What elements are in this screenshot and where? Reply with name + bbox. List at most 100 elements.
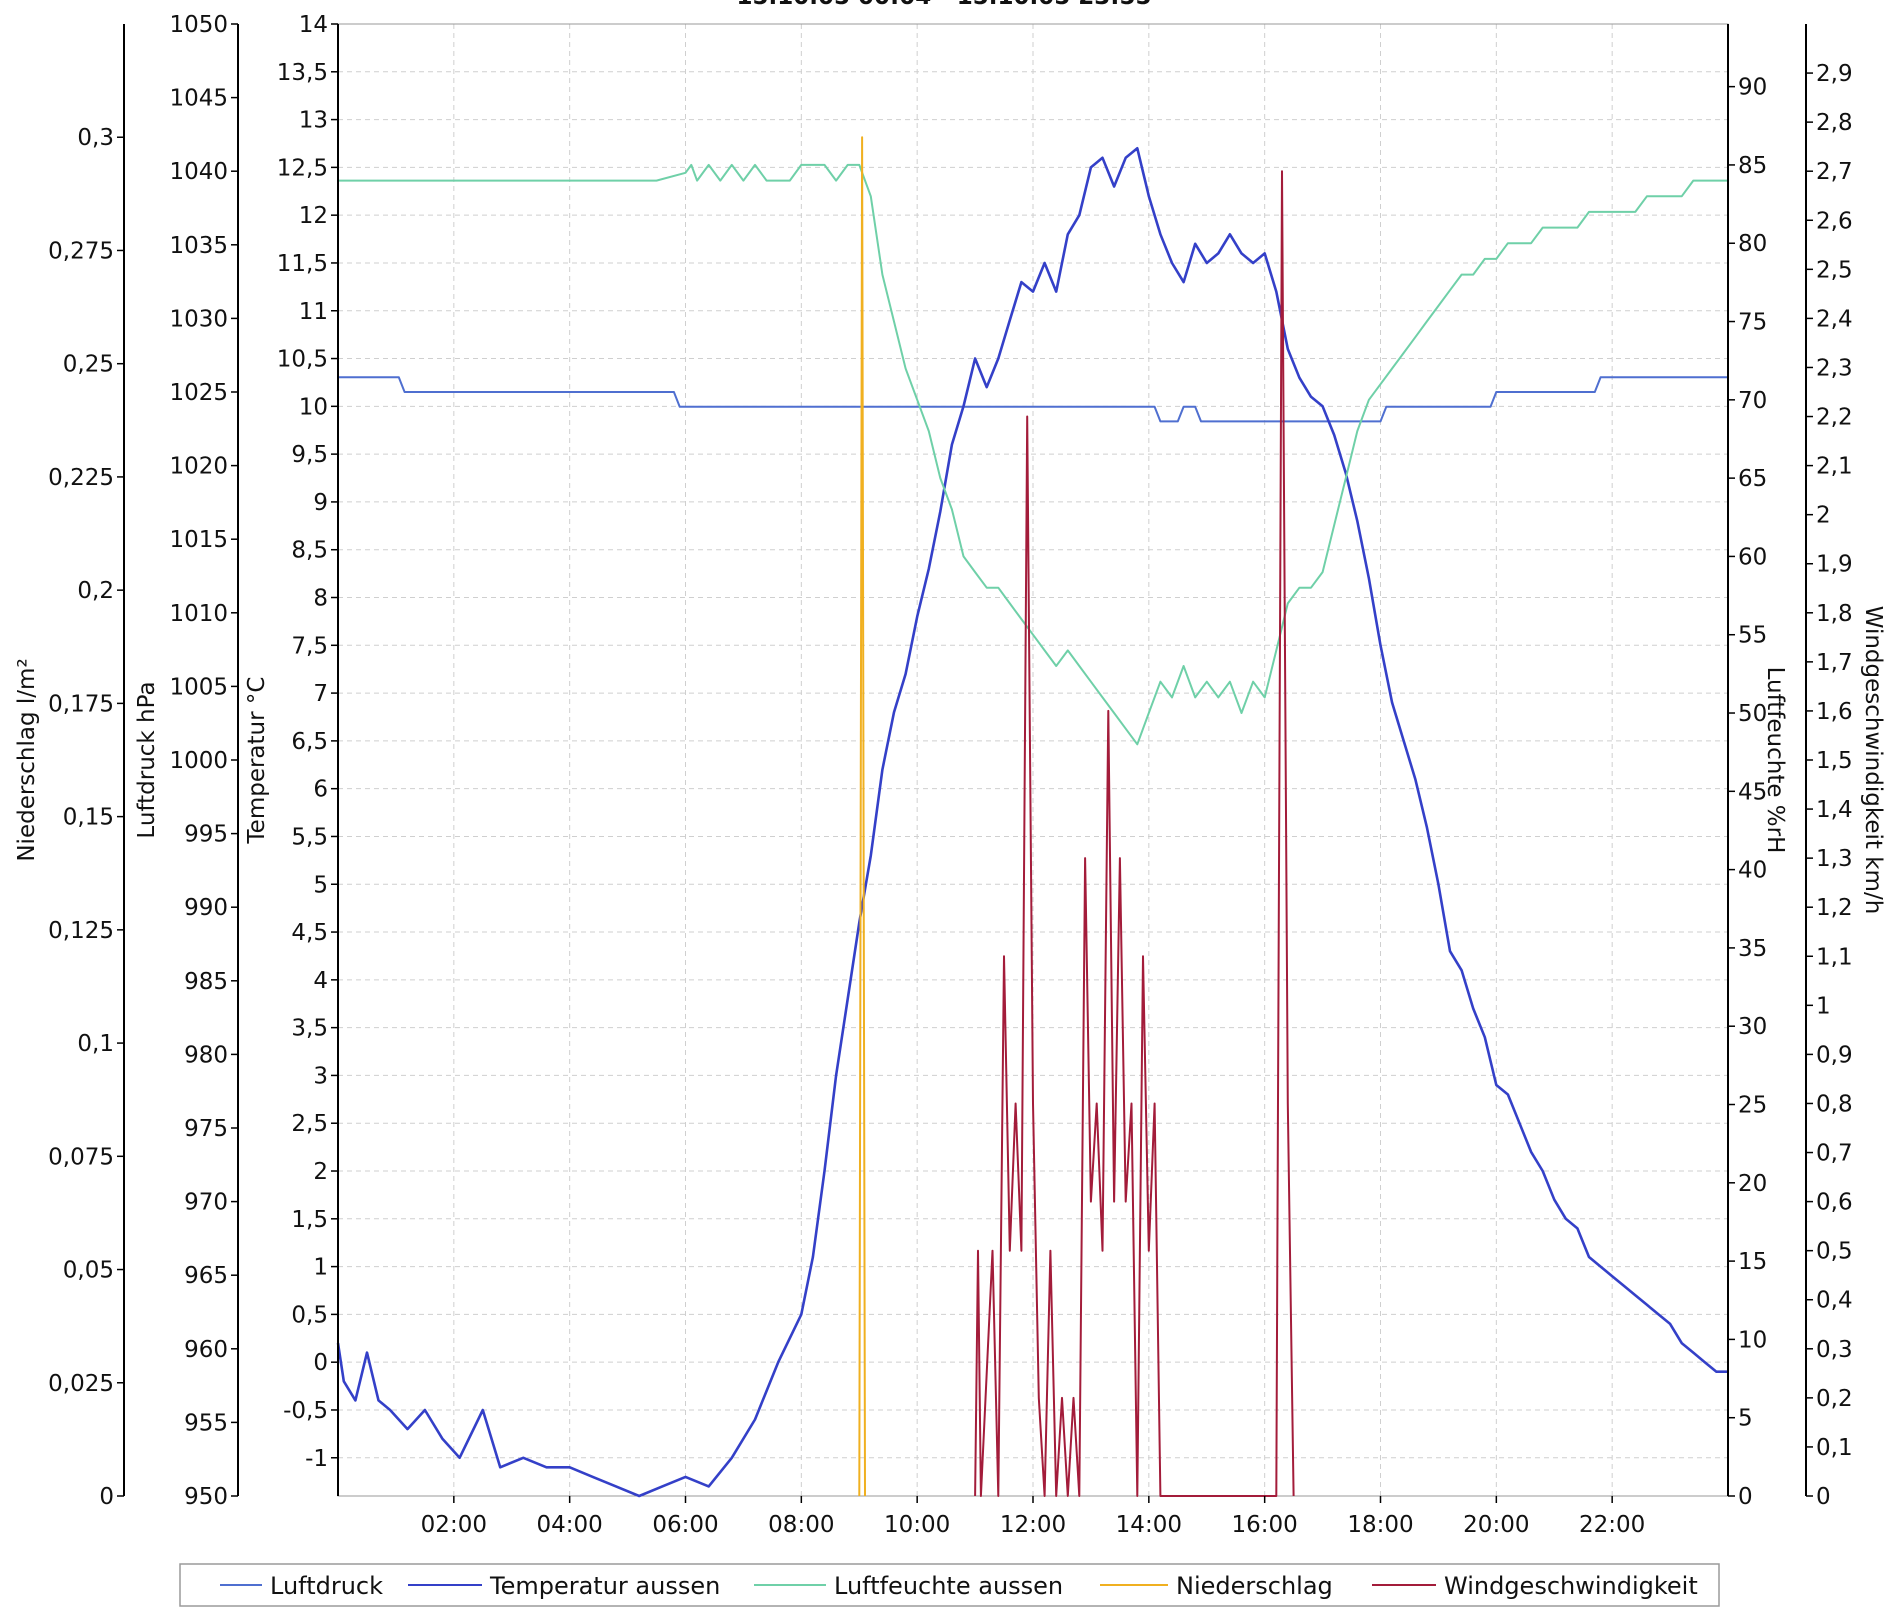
niederschlag-tick-label: 0,275 bbox=[48, 238, 114, 264]
wind-tick-label: 0,6 bbox=[1816, 1190, 1853, 1216]
temperatur-axis-title: Temperatur °C bbox=[244, 677, 270, 845]
luftfeuchte-tick-label: 10 bbox=[1738, 1327, 1767, 1353]
x-tick-label: 06:00 bbox=[652, 1512, 718, 1538]
legend-label-niederschlag: Niederschlag bbox=[1176, 1572, 1333, 1600]
series-layer bbox=[336, 136, 1728, 1498]
wind-tick-label: 0 bbox=[1816, 1484, 1831, 1510]
wind-tick-label: 1,5 bbox=[1816, 748, 1853, 774]
temperatur-tick-label: 7,5 bbox=[291, 633, 328, 659]
luftdruck-tick-label: 1000 bbox=[169, 748, 228, 774]
luftfeuchte-tick-label: 35 bbox=[1738, 936, 1767, 962]
temperatur-tick-label: 12,5 bbox=[277, 155, 328, 181]
wind-tick-label: 1,4 bbox=[1816, 797, 1853, 823]
temperatur-tick-label: 8,5 bbox=[291, 538, 328, 564]
legend-label-temperatur: Temperatur aussen bbox=[489, 1572, 720, 1600]
axes: 00,0250,050,0750,10,1250,150,1750,20,225… bbox=[14, 12, 1886, 1510]
wind-tick-label: 0,1 bbox=[1816, 1435, 1853, 1461]
luftdruck-tick-label: 955 bbox=[184, 1410, 228, 1436]
luftdruck-tick-label: 980 bbox=[184, 1042, 228, 1068]
series-line-windgeschwindigkeit bbox=[974, 170, 1295, 1497]
legend-label-wind: Windgeschwindigkeit bbox=[1444, 1572, 1698, 1600]
wind-tick-label: 0,5 bbox=[1816, 1239, 1853, 1265]
wind-tick-label: 0,7 bbox=[1816, 1141, 1853, 1167]
luftfeuchte-tick-label: 5 bbox=[1738, 1406, 1753, 1432]
luftdruck-tick-label: 1050 bbox=[169, 12, 228, 38]
temperatur-tick-label: 1,5 bbox=[291, 1207, 328, 1233]
niederschlag-tick-label: 0,025 bbox=[48, 1371, 114, 1397]
series-line-luftfeuchte-aussen bbox=[338, 163, 1728, 746]
luftfeuchte-tick-label: 70 bbox=[1738, 388, 1767, 414]
luftfeuchte-tick-label: 30 bbox=[1738, 1014, 1767, 1040]
luftdruck-tick-label: 990 bbox=[184, 895, 228, 921]
wind-axis: 0 0,1 0,2 0,3 0,4 0,5 0,6 0,7 0,8 0,9 1 1,1 1,2 1,3 1,… bbox=[1805, 24, 1886, 1510]
temperatur-tick-label: -1 bbox=[305, 1446, 328, 1472]
temperatur-tick-label: 13 bbox=[299, 108, 328, 134]
luftfeuchte-tick-label: 90 bbox=[1738, 75, 1767, 101]
series-line-temperatur-aussen bbox=[336, 147, 1728, 1498]
luftfeuchte-tick-label: 40 bbox=[1738, 858, 1767, 884]
niederschlag-tick-label: 0,3 bbox=[77, 125, 114, 151]
temperatur-tick-label: 5 bbox=[313, 872, 328, 898]
wind-tick-label: 0,9 bbox=[1816, 1042, 1853, 1068]
wind-tick-label: 1,8 bbox=[1816, 601, 1853, 627]
niederschlag-tick-label: 0,175 bbox=[48, 691, 114, 717]
luftdruck-tick-label: 985 bbox=[184, 969, 228, 995]
x-tick-label: 02:00 bbox=[421, 1512, 487, 1538]
niederschlag-tick-label: 0,225 bbox=[48, 465, 114, 491]
legend-label-luftfeuchte: Luftfeuchte aussen bbox=[834, 1572, 1063, 1600]
temperatur-tick-label: 0,5 bbox=[291, 1302, 328, 1328]
niederschlag-tick-label: 0,2 bbox=[77, 578, 114, 604]
luftfeuchte-tick-label: 80 bbox=[1738, 231, 1767, 257]
temperatur-tick-label: 10,5 bbox=[277, 347, 328, 373]
x-tick-label: 12:00 bbox=[1000, 1512, 1066, 1538]
series-line-luftdruck bbox=[338, 376, 1728, 423]
luftfeuchte-tick-label: 20 bbox=[1738, 1171, 1767, 1197]
luftfeuchte-axis-title: Luftfeuchte %rH bbox=[1762, 667, 1788, 854]
temperatur-tick-label: 3 bbox=[313, 1063, 328, 1089]
temperatur-tick-label: 0 bbox=[313, 1350, 328, 1376]
luftdruck-tick-label: 975 bbox=[184, 1116, 228, 1142]
luftfeuchte-tick-label: 55 bbox=[1738, 623, 1767, 649]
temperatur-tick-label: 9 bbox=[313, 490, 328, 516]
niederschlag-tick-label: 0,15 bbox=[63, 805, 114, 831]
temperatur-tick-label: 4,5 bbox=[291, 920, 328, 946]
temperatur-tick-label: 14 bbox=[299, 12, 328, 38]
x-tick-label: 10:00 bbox=[884, 1512, 950, 1538]
x-tick-label: 16:00 bbox=[1232, 1512, 1298, 1538]
wind-tick-label: 1,1 bbox=[1816, 944, 1853, 970]
luftdruck-tick-label: 1020 bbox=[169, 454, 228, 480]
temperatur-tick-label: 2,5 bbox=[291, 1111, 328, 1137]
temperatur-tick-label: 7 bbox=[313, 681, 328, 707]
luftfeuchte-tick-label: 45 bbox=[1738, 779, 1767, 805]
grid bbox=[338, 23, 1728, 1496]
luftdruck-tick-label: 1040 bbox=[169, 159, 228, 185]
luftdruck-tick-label: 1030 bbox=[169, 306, 228, 332]
temperatur-tick-label: 12 bbox=[299, 203, 328, 229]
temperatur-tick-label: 5,5 bbox=[291, 824, 328, 850]
temperatur-tick-label: 2 bbox=[313, 1159, 328, 1185]
luftdruck-tick-label: 1010 bbox=[169, 601, 228, 627]
legend-label-luftdruck: Luftdruck bbox=[270, 1572, 383, 1600]
chart-title: 15.10.05 00:04 - 15.10.05 23:55 bbox=[737, 0, 1152, 10]
wind-tick-label: 2 bbox=[1816, 503, 1831, 529]
wind-axis-title: Windgeschwindigkeit km/h bbox=[1860, 606, 1886, 915]
temperatur-tick-label: 13,5 bbox=[277, 60, 328, 86]
wind-tick-label: 1,9 bbox=[1816, 552, 1853, 578]
luftfeuchte-tick-label: 0 bbox=[1738, 1484, 1753, 1510]
wind-tick-label: 2,5 bbox=[1816, 257, 1853, 283]
wind-tick-label: 1,6 bbox=[1816, 699, 1853, 725]
temperatur-tick-label: -0,5 bbox=[283, 1398, 328, 1424]
wind-tick-label: 2,4 bbox=[1816, 306, 1853, 332]
luftdruck-tick-label: 1005 bbox=[169, 674, 228, 700]
niederschlag-tick-label: 0 bbox=[99, 1484, 114, 1510]
temperatur-tick-label: 3,5 bbox=[291, 1016, 328, 1042]
x-tick-label: 14:00 bbox=[1116, 1512, 1182, 1538]
x-axis: 02:00 04:00 06:00 08:00 10:00 12:00 14:00 16:00… bbox=[421, 1496, 1645, 1538]
luftdruck-tick-label: 1025 bbox=[169, 380, 228, 406]
temperatur-axis: -1-0,500,511,522,533,544,555,566,577,588… bbox=[244, 12, 339, 1496]
x-tick-label: 08:00 bbox=[768, 1512, 834, 1538]
niederschlag-tick-label: 0,125 bbox=[48, 918, 114, 944]
niederschlag-tick-label: 0,1 bbox=[77, 1031, 114, 1057]
luftdruck-tick-label: 1045 bbox=[169, 86, 228, 112]
